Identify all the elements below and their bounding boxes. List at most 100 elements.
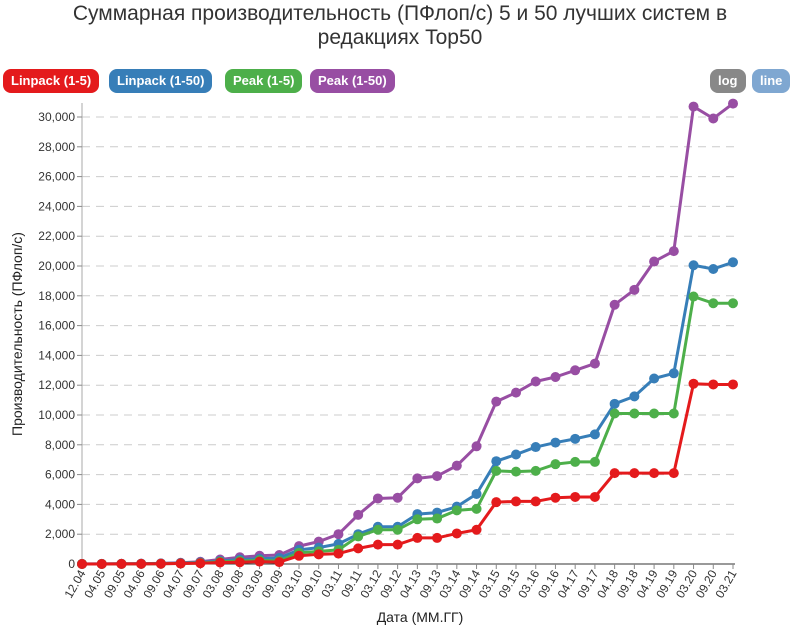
data-point-peak-1-50[interactable]: [511, 387, 521, 398]
data-point-linpack-1-5[interactable]: [570, 491, 581, 502]
data-point-linpack-1-50[interactable]: [668, 368, 679, 379]
data-point-peak-1-50[interactable]: [392, 492, 403, 503]
data-point-linpack-1-5[interactable]: [195, 558, 206, 569]
data-point-linpack-1-5[interactable]: [432, 532, 443, 543]
data-point-peak-1-50[interactable]: [708, 113, 719, 124]
data-point-linpack-1-5[interactable]: [333, 548, 344, 559]
data-point-peak-1-50[interactable]: [589, 358, 600, 369]
data-point-peak-1-50[interactable]: [333, 529, 344, 540]
y-tick-label: 26,000: [38, 170, 75, 184]
legend-peak-1-5-button[interactable]: Peak (1-5): [225, 69, 303, 93]
data-point-linpack-1-50[interactable]: [491, 456, 502, 467]
series-line-peak-1-5: [81, 295, 733, 566]
data-point-peak-1-5[interactable]: [629, 408, 640, 419]
data-point-linpack-1-50[interactable]: [609, 398, 620, 409]
data-point-peak-1-5[interactable]: [491, 465, 502, 476]
data-point-linpack-1-50[interactable]: [649, 373, 660, 384]
data-point-linpack-1-5[interactable]: [550, 492, 561, 503]
data-point-peak-1-50[interactable]: [688, 101, 699, 112]
data-point-peak-1-50[interactable]: [550, 372, 561, 383]
data-point-peak-1-50[interactable]: [728, 98, 738, 109]
data-point-linpack-1-5[interactable]: [589, 491, 600, 502]
data-point-linpack-1-5[interactable]: [511, 496, 521, 507]
data-point-peak-1-5[interactable]: [609, 408, 620, 419]
data-point-peak-1-5[interactable]: [372, 524, 383, 535]
data-point-linpack-1-50[interactable]: [511, 449, 521, 460]
data-point-peak-1-5[interactable]: [451, 505, 462, 516]
data-point-linpack-1-50[interactable]: [708, 263, 719, 274]
data-point-peak-1-50[interactable]: [372, 493, 383, 504]
data-point-linpack-1-5[interactable]: [412, 532, 423, 543]
data-point-peak-1-50[interactable]: [629, 284, 640, 295]
data-point-linpack-1-5[interactable]: [609, 468, 620, 479]
data-point-linpack-1-5[interactable]: [688, 378, 699, 389]
data-point-linpack-1-5[interactable]: [175, 558, 186, 569]
legend-peak-1-50-button[interactable]: Peak (1-50): [310, 69, 395, 93]
data-point-peak-1-5[interactable]: [471, 503, 482, 514]
data-point-linpack-1-5[interactable]: [274, 557, 285, 568]
data-point-linpack-1-5[interactable]: [136, 558, 147, 569]
data-point-peak-1-5[interactable]: [688, 291, 699, 302]
data-point-linpack-1-5[interactable]: [392, 539, 403, 550]
data-point-linpack-1-50[interactable]: [589, 429, 600, 440]
data-point-linpack-1-50[interactable]: [728, 257, 738, 268]
data-point-peak-1-50[interactable]: [432, 471, 443, 482]
data-point-peak-1-50[interactable]: [668, 246, 679, 257]
data-point-linpack-1-5[interactable]: [96, 558, 107, 569]
data-point-linpack-1-5[interactable]: [668, 468, 679, 479]
data-point-linpack-1-5[interactable]: [313, 549, 324, 560]
x-tick-label: 03.21: [712, 567, 739, 600]
data-point-linpack-1-5[interactable]: [471, 524, 482, 535]
data-point-peak-1-5[interactable]: [550, 459, 561, 470]
data-point-peak-1-5[interactable]: [392, 524, 403, 535]
data-point-linpack-1-5[interactable]: [116, 558, 127, 569]
data-point-peak-1-50[interactable]: [412, 473, 423, 484]
log-scale-button[interactable]: log: [710, 69, 746, 93]
data-point-peak-1-5[interactable]: [432, 513, 443, 524]
data-point-peak-1-50[interactable]: [353, 509, 364, 520]
data-point-peak-1-5[interactable]: [412, 514, 423, 525]
data-point-linpack-1-5[interactable]: [629, 468, 640, 479]
data-point-linpack-1-5[interactable]: [530, 496, 541, 507]
data-point-peak-1-50[interactable]: [570, 365, 581, 376]
data-point-peak-1-5[interactable]: [649, 408, 660, 419]
data-point-linpack-1-50[interactable]: [550, 437, 561, 448]
data-point-linpack-1-5[interactable]: [254, 556, 265, 567]
data-point-linpack-1-50[interactable]: [570, 433, 581, 444]
legend-linpack-1-50-button[interactable]: Linpack (1-50): [109, 69, 213, 93]
data-point-linpack-1-5[interactable]: [491, 497, 502, 508]
data-point-peak-1-5[interactable]: [728, 298, 738, 309]
series-peak-1-5: [77, 291, 738, 569]
data-point-linpack-1-5[interactable]: [353, 543, 364, 554]
data-point-peak-1-50[interactable]: [491, 396, 502, 407]
data-point-peak-1-50[interactable]: [649, 256, 660, 267]
data-point-linpack-1-5[interactable]: [294, 550, 304, 561]
chart-title: Суммарная производительность (ПФлоп/с) 5…: [0, 2, 800, 50]
data-point-linpack-1-5[interactable]: [708, 379, 719, 390]
data-point-peak-1-5[interactable]: [589, 456, 600, 467]
data-point-linpack-1-50[interactable]: [688, 260, 699, 271]
data-point-linpack-1-50[interactable]: [629, 391, 640, 402]
data-point-linpack-1-50[interactable]: [471, 488, 482, 499]
data-point-linpack-1-5[interactable]: [155, 558, 166, 569]
data-point-linpack-1-5[interactable]: [372, 539, 383, 550]
data-point-peak-1-5[interactable]: [570, 456, 581, 467]
data-point-peak-1-50[interactable]: [609, 299, 620, 310]
data-point-linpack-1-5[interactable]: [451, 528, 462, 539]
data-point-peak-1-5[interactable]: [530, 465, 541, 476]
data-point-linpack-1-5[interactable]: [215, 557, 226, 568]
data-point-linpack-1-5[interactable]: [234, 557, 245, 568]
data-point-linpack-1-5[interactable]: [649, 468, 660, 479]
data-point-linpack-1-5[interactable]: [728, 379, 738, 390]
data-point-peak-1-5[interactable]: [353, 531, 364, 542]
data-point-peak-1-5[interactable]: [668, 408, 679, 419]
data-point-peak-1-50[interactable]: [451, 460, 462, 471]
data-point-linpack-1-5[interactable]: [77, 558, 87, 569]
data-point-linpack-1-50[interactable]: [530, 442, 541, 453]
data-point-peak-1-5[interactable]: [511, 466, 521, 477]
data-point-peak-1-50[interactable]: [471, 441, 482, 452]
data-point-peak-1-5[interactable]: [708, 298, 719, 309]
legend-linpack-1-5-button[interactable]: Linpack (1-5): [3, 69, 100, 93]
line-scale-button[interactable]: line: [752, 69, 791, 93]
data-point-peak-1-50[interactable]: [530, 376, 541, 387]
